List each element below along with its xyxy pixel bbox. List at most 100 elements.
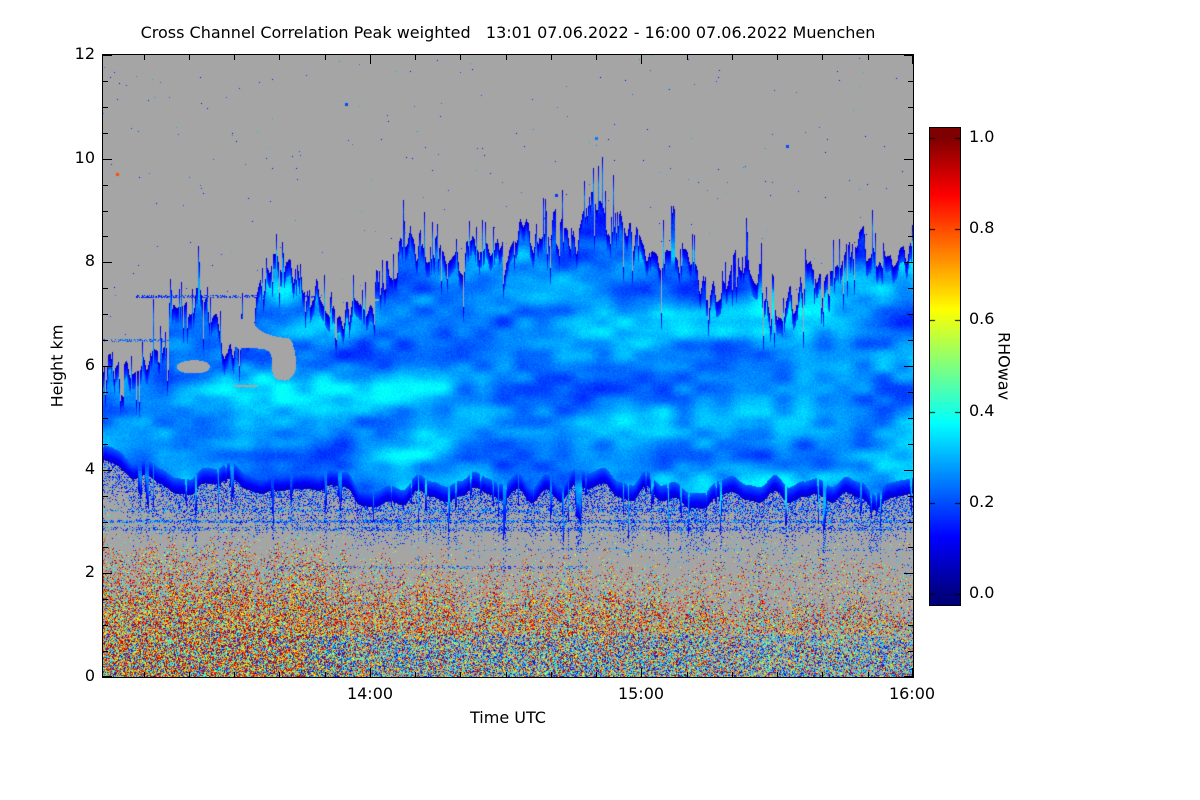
axis-tick xyxy=(904,573,913,574)
axis-tick xyxy=(103,185,108,186)
axis-tick xyxy=(908,522,913,523)
colorbar-tick-label: 0.6 xyxy=(969,309,995,329)
x-tick-label: 16:00 xyxy=(888,684,936,703)
axis-tick xyxy=(868,672,869,677)
axis-tick xyxy=(234,672,235,677)
axis-tick xyxy=(279,55,280,60)
axis-tick xyxy=(904,55,913,56)
axis-tick xyxy=(103,573,112,574)
axis-tick xyxy=(908,314,913,315)
axis-tick xyxy=(103,547,108,548)
axis-tick xyxy=(732,55,733,60)
axis-tick xyxy=(103,314,108,315)
axis-tick xyxy=(144,672,145,677)
axis-tick xyxy=(103,340,108,341)
axis-tick xyxy=(908,651,913,652)
axis-tick xyxy=(144,55,145,60)
axis-tick xyxy=(103,418,108,419)
axis-tick xyxy=(103,444,108,445)
axis-tick xyxy=(912,55,913,64)
axis-tick xyxy=(103,366,112,367)
axis-tick xyxy=(777,55,778,60)
axis-tick xyxy=(822,672,823,677)
axis-tick xyxy=(234,55,235,60)
colorbar-canvas xyxy=(930,128,960,605)
x-tick-label: 15:00 xyxy=(617,684,665,703)
axis-tick xyxy=(415,55,416,60)
colorbar-tick-label: 1.0 xyxy=(969,126,995,146)
axis-tick xyxy=(904,159,913,160)
axis-tick xyxy=(506,672,507,677)
axis-tick xyxy=(908,236,913,237)
colorbar-tick-label: 0.2 xyxy=(969,492,995,512)
axis-tick xyxy=(904,262,913,263)
chart-title: Cross Channel Correlation Peak weighted … xyxy=(140,23,876,42)
y-tick-label: 8 xyxy=(84,251,95,271)
colorbar-tick-label: 0.8 xyxy=(969,217,995,237)
y-tick-label: 6 xyxy=(84,355,95,374)
axis-tick xyxy=(908,444,913,445)
axis-tick xyxy=(415,672,416,677)
plot-frame xyxy=(102,54,914,678)
axis-tick xyxy=(279,672,280,677)
axis-tick xyxy=(912,668,913,677)
heatmap-canvas xyxy=(103,55,913,677)
axis-tick xyxy=(325,55,326,60)
axis-tick xyxy=(103,522,108,523)
axis-tick xyxy=(103,107,108,108)
axis-tick xyxy=(103,211,108,212)
y-tick-label: 10 xyxy=(74,147,95,167)
x-axis-label: Time UTC xyxy=(470,708,546,727)
axis-tick xyxy=(596,55,597,60)
axis-tick xyxy=(370,668,371,677)
axis-tick xyxy=(908,625,913,626)
y-tick-label: 0 xyxy=(84,666,95,685)
axis-tick xyxy=(908,599,913,600)
axis-tick xyxy=(551,55,552,60)
axis-tick xyxy=(460,55,461,60)
axis-tick xyxy=(325,672,326,677)
axis-tick xyxy=(777,672,778,677)
axis-tick xyxy=(641,55,642,64)
axis-tick xyxy=(908,340,913,341)
axis-tick xyxy=(103,55,112,56)
axis-tick xyxy=(189,672,190,677)
y-tick-label: 12 xyxy=(74,44,95,63)
axis-tick xyxy=(904,676,913,677)
axis-tick xyxy=(370,55,371,64)
axis-tick xyxy=(506,55,507,60)
axis-tick xyxy=(687,55,688,60)
axis-tick xyxy=(908,211,913,212)
axis-tick xyxy=(908,107,913,108)
axis-tick xyxy=(551,672,552,677)
axis-tick xyxy=(103,236,108,237)
axis-tick xyxy=(908,392,913,393)
x-tick-label: 14:00 xyxy=(346,684,394,703)
axis-tick xyxy=(687,672,688,677)
axis-tick xyxy=(908,185,913,186)
axis-tick xyxy=(103,599,108,600)
axis-tick xyxy=(868,55,869,60)
axis-tick xyxy=(103,159,112,160)
axis-tick xyxy=(103,651,108,652)
colorbar-tick-label: 0.0 xyxy=(969,583,995,603)
axis-tick xyxy=(908,496,913,497)
axis-tick xyxy=(908,81,913,82)
axis-tick xyxy=(103,676,112,677)
axis-tick xyxy=(596,672,597,677)
axis-tick xyxy=(908,418,913,419)
axis-tick xyxy=(908,288,913,289)
y-tick-label: 4 xyxy=(84,458,95,478)
axis-tick xyxy=(103,625,108,626)
axis-tick xyxy=(103,470,112,471)
axis-tick xyxy=(103,288,108,289)
axis-tick xyxy=(103,262,112,263)
axis-tick xyxy=(732,672,733,677)
axis-tick xyxy=(908,547,913,548)
axis-tick xyxy=(103,133,108,134)
colorbar-tick-label: 0.4 xyxy=(969,400,995,420)
axis-tick xyxy=(189,55,190,60)
axis-tick xyxy=(103,496,108,497)
y-tick-label: 2 xyxy=(84,562,95,582)
